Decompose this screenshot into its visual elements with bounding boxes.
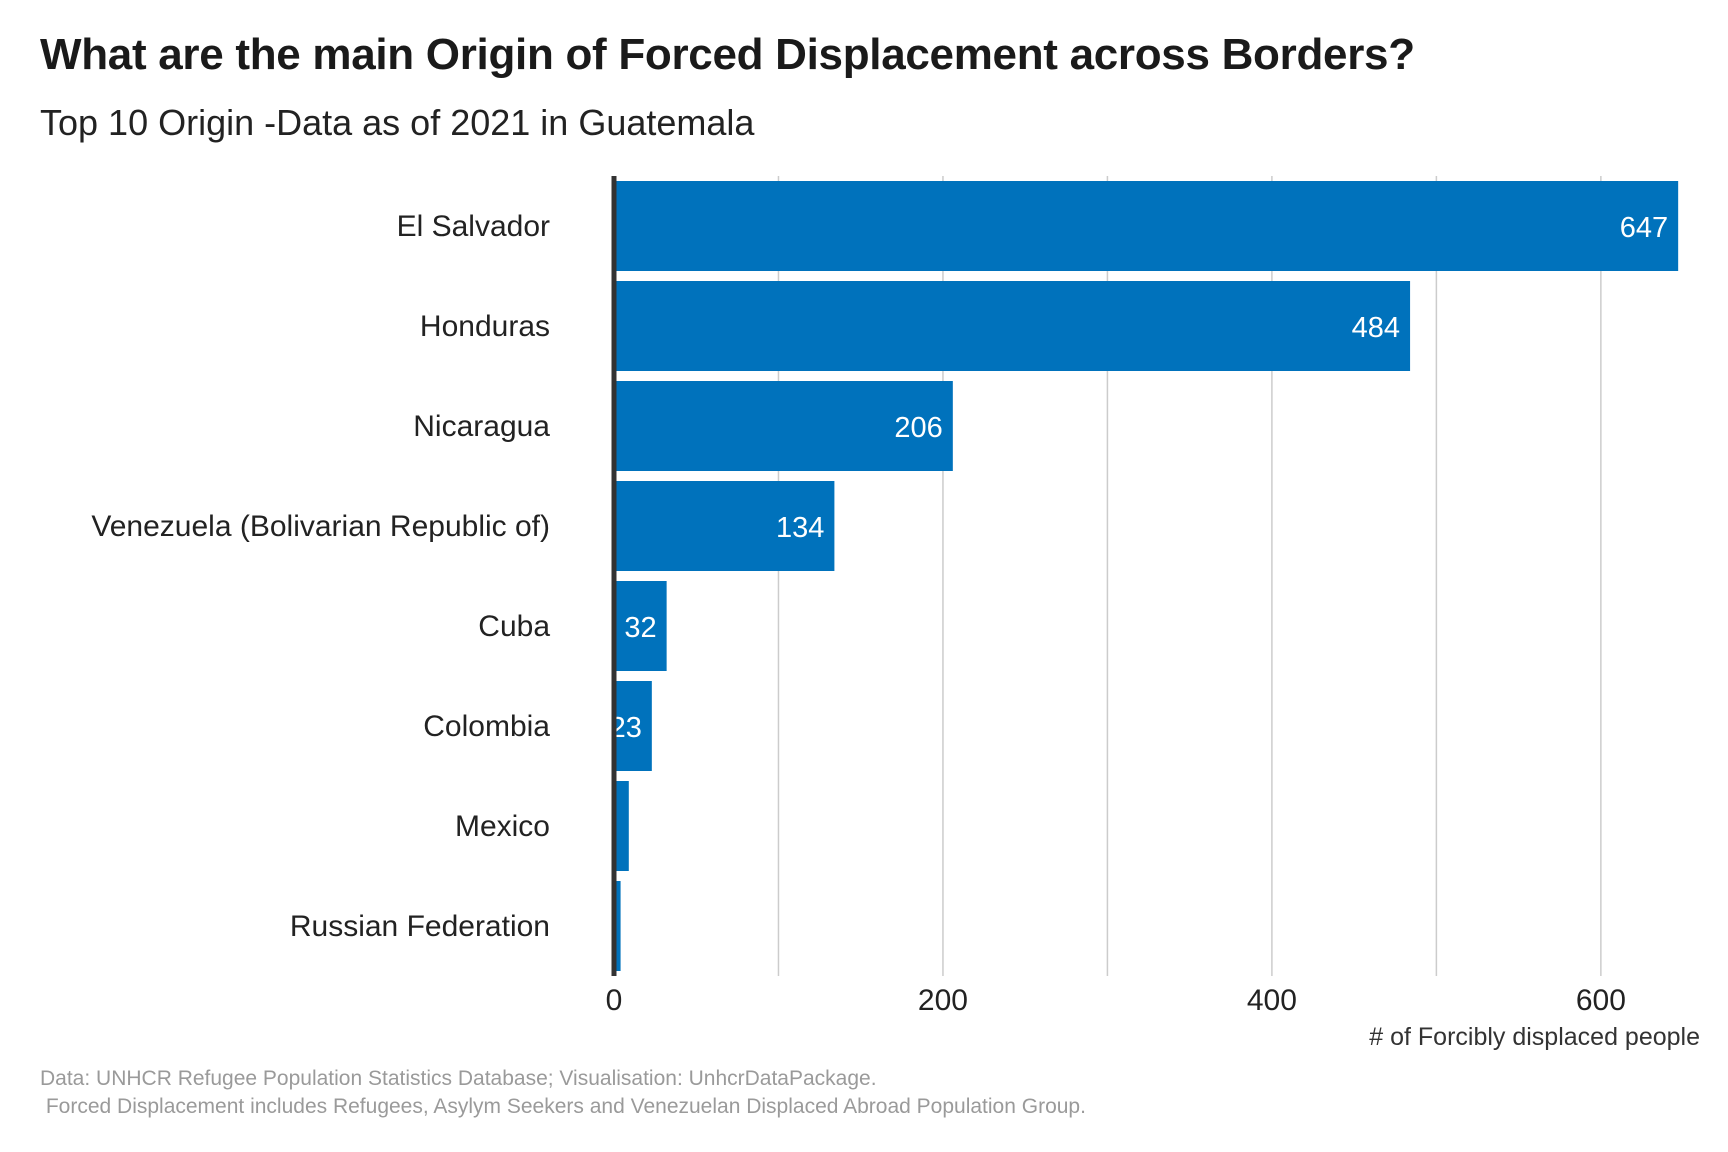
category-label: Cuba bbox=[478, 610, 550, 643]
caption-line-2: Forced Displacement includes Refugees, A… bbox=[40, 1095, 1086, 1118]
x-tick-label: 200 bbox=[918, 984, 968, 1017]
data-label: 32 bbox=[624, 612, 656, 644]
category-label: Colombia bbox=[423, 710, 550, 743]
x-axis-title: # of Forcibly displaced people bbox=[1369, 1023, 1700, 1051]
caption-line-1: Data: UNHCR Refugee Population Statistic… bbox=[40, 1067, 877, 1090]
x-tick-label: 400 bbox=[1247, 984, 1297, 1017]
x-tick-labels: 0 200 400 600 bbox=[606, 984, 1626, 1017]
category-label: Honduras bbox=[420, 310, 550, 343]
bars bbox=[614, 181, 1678, 971]
category-label: Venezuela (Bolivarian Republic of) bbox=[91, 510, 550, 543]
data-label: 206 bbox=[894, 412, 942, 444]
data-label: 647 bbox=[1620, 212, 1668, 244]
x-tick-label: 600 bbox=[1576, 984, 1626, 1017]
category-label: El Salvador bbox=[397, 210, 550, 243]
category-label: Mexico bbox=[455, 810, 550, 843]
x-tick-label: 0 bbox=[606, 984, 623, 1017]
bar bbox=[614, 181, 1678, 271]
bar bbox=[614, 281, 1410, 371]
chart-caption: Data: UNHCR Refugee Population Statistic… bbox=[40, 1065, 1086, 1121]
category-label: Russian Federation bbox=[290, 910, 550, 943]
category-label: Nicaragua bbox=[413, 410, 550, 443]
data-label: 484 bbox=[1352, 312, 1400, 344]
category-labels: El Salvador Honduras Nicaragua Venezuela (B… bbox=[91, 210, 550, 943]
data-label: 134 bbox=[776, 512, 824, 544]
